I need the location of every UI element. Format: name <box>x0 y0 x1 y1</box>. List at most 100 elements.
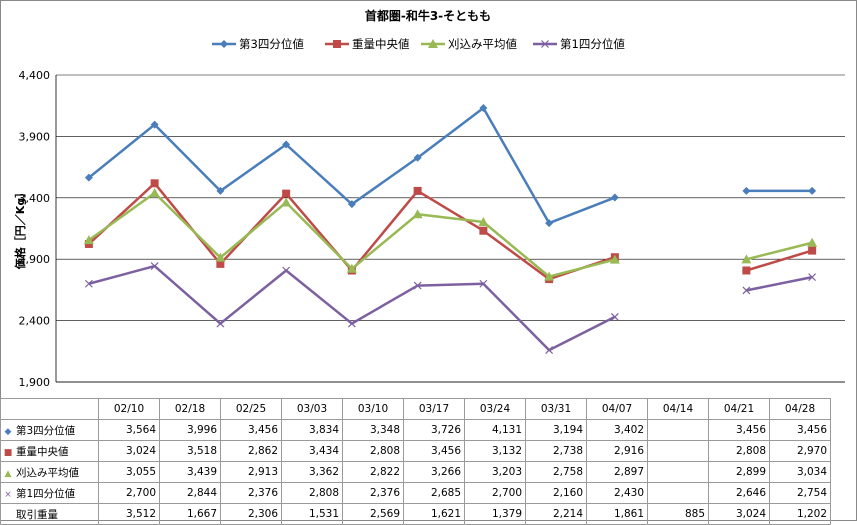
table-cell: 2,160 <box>525 482 587 504</box>
table-cell: 2,569 <box>342 503 404 525</box>
table-row: ◆ 第3四分位値 3,564 3,996 3,456 3,834 3,348 3,726 4,1… <box>0 419 831 441</box>
legend-item: 第3四分位値 <box>212 37 304 51</box>
y-tick-label: 4,400 <box>19 69 51 82</box>
legend-item: 刈込み平均値 <box>421 37 517 51</box>
data-point <box>742 286 751 295</box>
data-point <box>808 273 817 282</box>
series-4 <box>84 262 817 354</box>
table-cell: 3,266 <box>403 461 465 483</box>
table-cell: 2,862 <box>220 440 282 462</box>
x-tick-label: 03/31 <box>525 398 587 420</box>
data-point <box>413 281 422 290</box>
y-tick-label: 3,400 <box>19 192 51 205</box>
table-cell: 2,214 <box>525 503 587 525</box>
table-cell: 3,024 <box>708 503 770 525</box>
table-cell <box>647 461 709 483</box>
table-cell: 2,376 <box>220 482 282 504</box>
data-point <box>150 179 159 188</box>
x-tick-label: 03/17 <box>403 398 465 420</box>
table-row-label: ◆ 第3四分位値 <box>0 419 99 441</box>
row-marker-icon: ▲ <box>4 468 12 479</box>
data-point <box>281 197 292 207</box>
table-cell: 3,024 <box>98 440 160 462</box>
y-axis-label: 価格［円／Kg］ <box>13 187 27 270</box>
legend-label: 第1四分位値 <box>560 37 625 51</box>
table-cell: 2,913 <box>220 461 282 483</box>
table-row-label: ■ 重量中央値 <box>0 440 99 462</box>
data-point <box>84 173 93 182</box>
data-point <box>216 319 225 328</box>
x-tick-label: 04/14 <box>647 398 709 420</box>
table-cell: 3,512 <box>98 503 160 525</box>
data-point <box>742 266 751 275</box>
data-point <box>807 237 818 247</box>
data-point <box>282 189 291 198</box>
table-cell: 2,808 <box>708 440 770 462</box>
table-corner <box>0 398 99 420</box>
data-table: 02/10 02/18 02/25 03/03 03/10 03/17 03/24 03/31… <box>0 398 831 525</box>
table-cell: 3,564 <box>98 419 160 441</box>
table-cell: 2,844 <box>159 482 221 504</box>
x-tick-label: 03/10 <box>342 398 404 420</box>
data-point <box>741 254 752 264</box>
table-row-label: ▲ 刈込み平均値 <box>0 461 99 483</box>
table-cell: 2,916 <box>586 440 648 462</box>
table-cell: 2,700 <box>98 482 160 504</box>
x-tick-label: 02/25 <box>220 398 282 420</box>
data-point <box>742 186 751 195</box>
legend: 第3四分位値 重量中央値 刈込み平均値 第1四分位値 <box>212 37 625 51</box>
table-cell: 885 <box>647 503 709 525</box>
data-point <box>413 186 422 195</box>
series-3 <box>83 188 818 281</box>
table-cell: 3,996 <box>159 419 221 441</box>
table-cell: 2,738 <box>525 440 587 462</box>
series-1 <box>84 104 817 228</box>
y-axis-ticks: 1,900 2,400 2,900 3,400 3,900 4,400 <box>19 69 51 389</box>
table-header-row: 02/10 02/18 02/25 03/03 03/10 03/17 03/24 03/31… <box>0 398 831 420</box>
table-cell <box>647 419 709 441</box>
table-cell: 2,430 <box>586 482 648 504</box>
table-cell: 1,667 <box>159 503 221 525</box>
plot-area <box>83 104 818 354</box>
gridlines <box>55 74 845 383</box>
data-point <box>609 254 620 264</box>
data-point <box>216 259 225 268</box>
x-tick-label: 03/03 <box>281 398 343 420</box>
table-cell: 3,456 <box>769 419 831 441</box>
legend-marker <box>220 40 228 48</box>
table-cell: 2,754 <box>769 482 831 504</box>
data-point <box>479 279 488 288</box>
data-point <box>610 312 619 321</box>
x-tick-label: 04/07 <box>586 398 648 420</box>
data-point <box>545 346 554 354</box>
table-row: 取引重量 3,512 1,667 2,306 1,531 2,569 1,621 1,379 2… <box>0 503 831 525</box>
data-point <box>347 200 356 209</box>
table-cell: 3,439 <box>159 461 221 483</box>
table-cell: 3,726 <box>403 419 465 441</box>
data-point <box>479 104 488 113</box>
table-cell: 3,203 <box>464 461 526 483</box>
data-point <box>610 193 619 202</box>
data-point <box>150 120 159 129</box>
table-cell: 3,348 <box>342 419 404 441</box>
data-point <box>216 186 225 195</box>
legend-marker <box>333 40 341 48</box>
table-cell: 1,379 <box>464 503 526 525</box>
table-cell: 2,646 <box>708 482 770 504</box>
table-cell: 1,202 <box>769 503 831 525</box>
table-cell: 2,685 <box>403 482 465 504</box>
table-cell: 2,306 <box>220 503 282 525</box>
series-line <box>746 241 813 261</box>
table-cell: 1,861 <box>586 503 648 525</box>
table-cell: 2,758 <box>525 461 587 483</box>
line-chart: 首都圏-和牛3-そともも 第3四分位値 重量中央値 刈込み平均値 第1四分位値 価格［… <box>13 8 845 389</box>
data-point <box>346 263 357 273</box>
table-cell: 3,456 <box>220 419 282 441</box>
table-cell: 3,456 <box>403 440 465 462</box>
table-cell: 2,376 <box>342 482 404 504</box>
x-tick-label: 04/28 <box>769 398 831 420</box>
data-point <box>149 188 160 198</box>
legend-marker <box>541 40 549 48</box>
row-marker-icon: × <box>4 489 12 500</box>
row-marker-icon: ◆ <box>4 426 12 437</box>
